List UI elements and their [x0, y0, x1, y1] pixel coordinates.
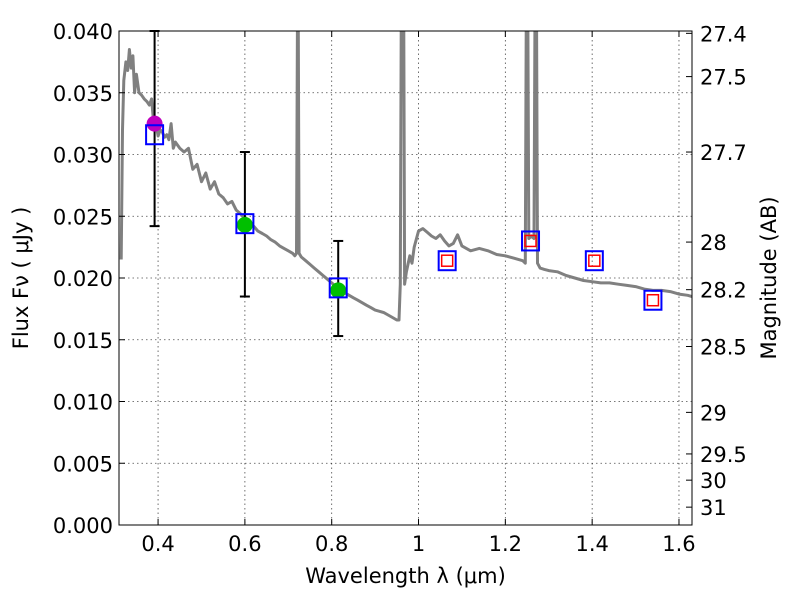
model-photometry-square	[235, 213, 255, 235]
right-tick-label: 30	[700, 469, 727, 493]
right-tick-label: 28.2	[700, 279, 747, 303]
x-tick-label: 1.2	[489, 532, 522, 556]
errorbar-layer	[149, 30, 344, 338]
x-tick-label: 1	[412, 532, 425, 556]
right-tick-label: 31	[700, 496, 727, 520]
right-tick-label: 29	[700, 401, 727, 425]
model-photometry-square	[584, 250, 604, 272]
x-tick-label: 1.4	[575, 532, 608, 556]
x-tick-label: 0.6	[228, 532, 261, 556]
model-photometry-inner-square	[524, 234, 537, 248]
model-spectrum-line	[119, 31, 692, 322]
y-tick-label: 0.015	[53, 329, 113, 353]
model-photometry-inner-square	[588, 254, 601, 267]
right-tick-label: 28	[700, 231, 727, 255]
grid	[119, 30, 692, 526]
y-tick-label: 0.005	[53, 452, 113, 476]
model-photometry-square	[145, 124, 165, 146]
x-tick-label: 1.6	[662, 532, 695, 556]
model-photometry-square	[437, 250, 457, 272]
model-photometry-square	[643, 289, 663, 311]
model-photometry-inner-square	[440, 254, 454, 267]
y-tick-label: 0.000	[53, 514, 113, 538]
model-photometry-inner-square	[646, 293, 660, 307]
y-tick-label: 0.020	[53, 267, 113, 291]
x-axis-title: Wavelength λ (μm)	[305, 564, 506, 588]
y-tick-label: 0.040	[53, 20, 113, 44]
y-tick-label: 0.030	[53, 144, 113, 168]
x-tick-label: 0.8	[315, 532, 348, 556]
y-tick-label: 0.010	[53, 391, 113, 415]
right-tick-label: 28.5	[700, 335, 747, 359]
detection-point	[146, 115, 163, 132]
y-axis-title: Flux Fν ( μJy )	[9, 207, 33, 350]
right-tick-label: 27.4	[700, 22, 747, 46]
model-square-layer	[145, 124, 663, 311]
detection-point	[330, 282, 347, 299]
y-tick-label: 0.025	[53, 205, 113, 229]
right-tick-label: 27.7	[700, 141, 747, 165]
right-tick-label: 29.5	[700, 443, 747, 467]
spectrum-layer	[119, 31, 692, 322]
tick-layer: 0.4 0.6 0.8 1 1.2 1.4 1.6 0.000 0.005 0.010 0.015 0…	[53, 20, 747, 556]
right-tick-label: 27.5	[700, 66, 747, 90]
model-photometry-square	[328, 277, 348, 299]
model-photometry-square	[521, 230, 541, 252]
x-tick-label: 0.4	[141, 532, 174, 556]
detection-point	[236, 216, 253, 233]
y-tick-label: 0.035	[53, 82, 113, 106]
detection-layer	[146, 115, 347, 299]
right-axis-title: Magnitude (AB)	[757, 196, 781, 359]
